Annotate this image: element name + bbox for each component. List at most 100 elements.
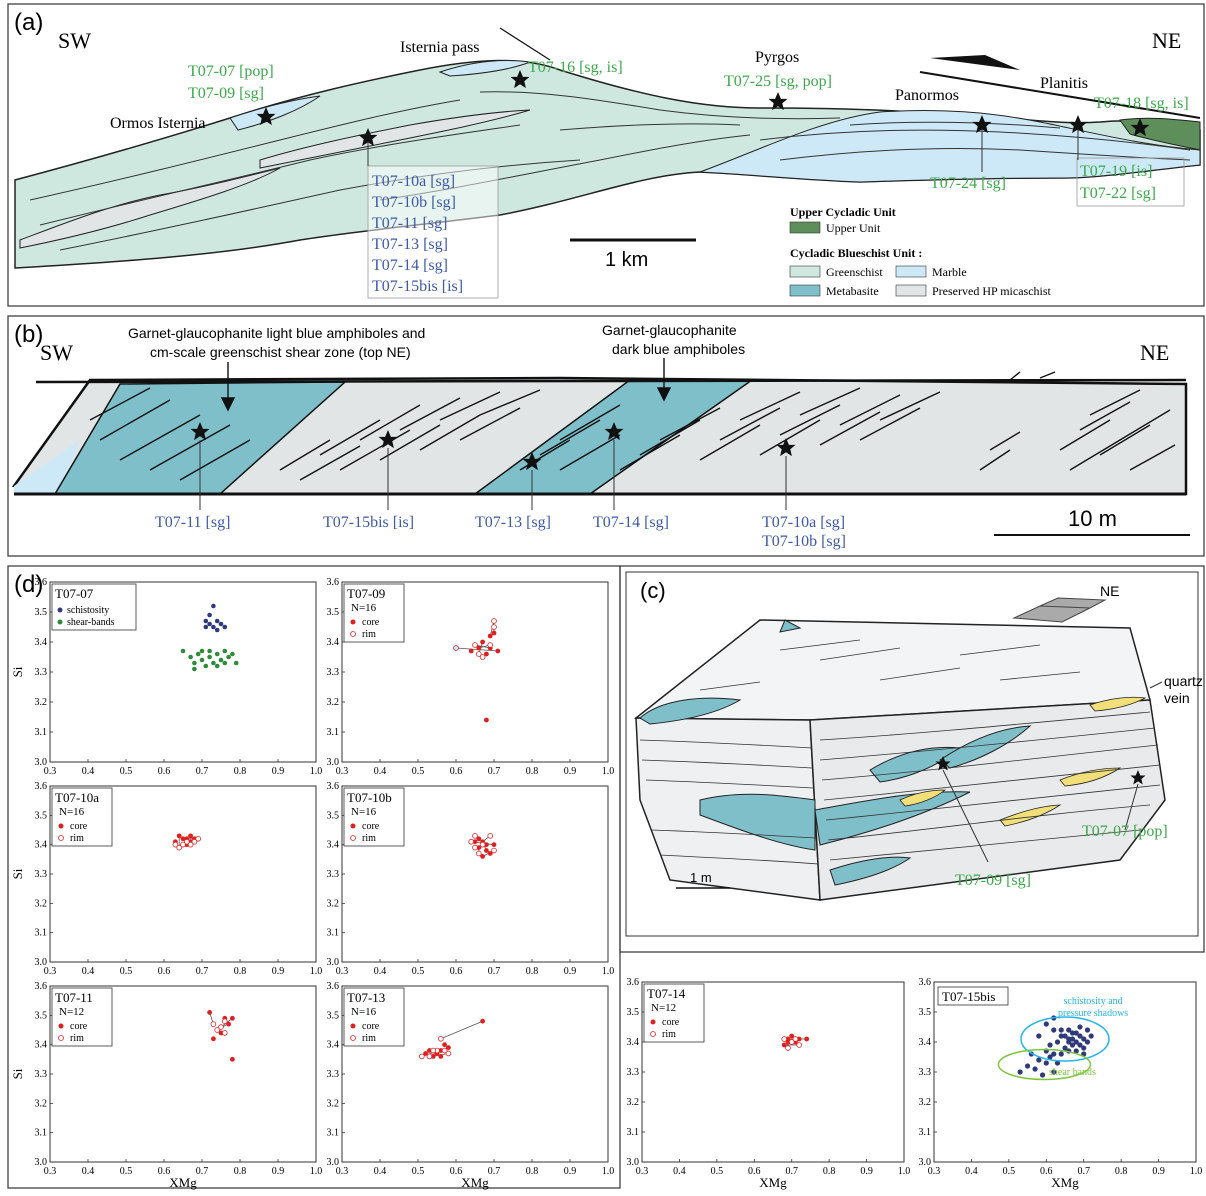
plot-title: T07-11 — [55, 990, 93, 1005]
x-tick-label: 0.4 — [965, 1166, 978, 1177]
star-t0725 — [768, 92, 788, 111]
y-tick-label: 3.6 — [327, 981, 340, 992]
legend-swatch-micaschist — [895, 284, 927, 297]
point-core — [785, 1039, 791, 1045]
sample-t0713: T07-13 [sg] — [372, 236, 448, 253]
point-shear-bands — [188, 654, 193, 660]
star-t0719 — [1068, 115, 1088, 134]
point-schistosity — [1036, 1033, 1042, 1039]
star-t0710 — [358, 128, 378, 147]
sample-t0722: T07-22 [sg] — [1080, 185, 1156, 202]
point-schistosity — [214, 618, 220, 624]
scatter-plot-t07-07: 0.3 0.4 0.5 0.6 0.7 0.8 0.9 1.0 3.0 3.1 3.2 3.3 3.4 3… — [10, 577, 322, 777]
x-tick-label: 0.9 — [564, 966, 577, 977]
star-b-t0711 — [190, 422, 210, 441]
point-rim — [468, 838, 475, 845]
point-rim — [430, 1047, 437, 1054]
x-tick-label: 0.5 — [1003, 1166, 1016, 1177]
x-tick-label: 0.5 — [120, 766, 133, 777]
star-t0707 — [256, 107, 276, 126]
point-core — [480, 1018, 485, 1024]
sample-t0719: T07-19 [is] — [1080, 163, 1152, 180]
place-ormos: Ormos Isternia — [110, 115, 206, 132]
point-shear-bands — [222, 660, 228, 666]
plot-n: N=16 — [351, 602, 377, 614]
point-schistosity — [1058, 1027, 1064, 1033]
point-schistosity — [1073, 1048, 1079, 1054]
point-shear-bands — [199, 657, 205, 663]
x-tick-label: 0.7 — [196, 1166, 209, 1177]
point-rim — [172, 841, 179, 848]
point-rim — [184, 838, 190, 845]
point-core — [211, 1036, 216, 1042]
point-schistosity — [1084, 1027, 1091, 1033]
scatter-plot-t07-09: 0.3 0.4 0.5 0.6 0.7 0.8 0.9 1.0 3.0 3.1 3.2 3.3 3.4 3… — [327, 577, 615, 777]
y-tick-label: 3.4 — [627, 1037, 640, 1048]
point-shear-bands — [1043, 1060, 1049, 1066]
legend-dot-core — [350, 619, 356, 625]
sample-t0710a: T07-10a [sg] — [372, 173, 455, 190]
point-core — [491, 842, 497, 848]
scatter-plot-t07-15bis: 0.3 0.4 0.5 0.6 0.7 0.8 0.9 1.0 3.0 3.1 3.2 3.3 3.4 3… — [919, 977, 1203, 1190]
legend-dot-rim — [650, 1031, 656, 1037]
x-tick-label: 0.6 — [158, 966, 171, 977]
x-tick-label: 0.6 — [450, 1166, 463, 1177]
legend-swatch-metabasite — [789, 284, 821, 297]
x-tick-label: 0.7 — [1077, 1166, 1090, 1177]
core-rim-tie — [455, 647, 498, 652]
point-schistosity — [214, 627, 220, 633]
scatter-plot-t07-13: 0.3 0.4 0.5 0.6 0.7 0.8 0.9 1.0 3.0 3.1 3.2 3.3 3.4 3… — [327, 981, 615, 1190]
point-core — [796, 1036, 802, 1042]
point-schistosity — [1066, 1027, 1072, 1033]
point-shear-bands — [233, 660, 239, 666]
panel-c-label: (c) — [640, 578, 666, 603]
point-schistosity — [207, 612, 212, 618]
x-tick-label: 0.9 — [272, 966, 285, 977]
marble-lens-left — [229, 95, 321, 131]
x-tick-label: 0.8 — [526, 966, 539, 977]
point-core — [476, 836, 482, 842]
point-rim — [479, 841, 486, 848]
x-tick-label: 0.4 — [374, 1166, 387, 1177]
point-rim — [176, 844, 183, 851]
point-schistosity — [222, 624, 228, 630]
point-schistosity — [1073, 1030, 1079, 1036]
x-tick-label: 0.5 — [120, 1166, 133, 1177]
legend-dot-rim — [350, 1035, 356, 1041]
x-tick-label: 0.5 — [412, 1166, 425, 1177]
point-rim — [445, 1050, 452, 1057]
y-tick-label: 3.5 — [327, 1010, 340, 1021]
point-rim — [788, 1039, 795, 1045]
annot-b2-line1: Garnet-glaucophanite — [602, 322, 737, 338]
sample-t0718: T07-18 [sg, is] — [1094, 95, 1189, 112]
point-rim — [210, 1021, 217, 1027]
marble-lens-top — [438, 60, 532, 77]
point-schistosity — [1077, 1024, 1083, 1030]
x-tick-label: 0.5 — [412, 766, 425, 777]
point-core — [438, 1048, 444, 1053]
legend-dot-shear-bands — [57, 619, 63, 625]
point-rim — [491, 624, 497, 630]
legend-metabasite: Metabasite — [826, 284, 879, 298]
x-tick-label: 0.8 — [234, 1166, 247, 1177]
x-tick-label: 1.0 — [602, 1166, 615, 1177]
scale-label-b: 10 m — [1068, 506, 1117, 531]
x-tick-label: 0.5 — [120, 966, 133, 977]
y-tick-label: 3.3 — [35, 667, 48, 678]
x-tick-label: 0.3 — [44, 766, 57, 777]
quartz-label-2: vein — [1164, 690, 1190, 706]
point-rim — [796, 1042, 802, 1048]
x-tick-label: 0.8 — [526, 766, 539, 777]
point-schistosity — [1058, 1033, 1064, 1039]
y-tick-label: 3.1 — [627, 1127, 640, 1138]
point-schistosity — [1062, 1033, 1068, 1039]
y-tick-label: 3.4 — [327, 840, 340, 851]
x-tick-label: 0.7 — [488, 1166, 501, 1177]
y-tick-label: 3.2 — [35, 1098, 48, 1109]
x-tick-label: 0.4 — [673, 1166, 686, 1177]
panel-b-ne: NE — [1140, 340, 1169, 365]
x-tick-label: 0.9 — [272, 1166, 285, 1177]
panel-d-label: (d) — [14, 571, 43, 598]
legend-marble: Marble — [932, 265, 967, 279]
y-tick-label: 3.1 — [919, 1127, 932, 1138]
